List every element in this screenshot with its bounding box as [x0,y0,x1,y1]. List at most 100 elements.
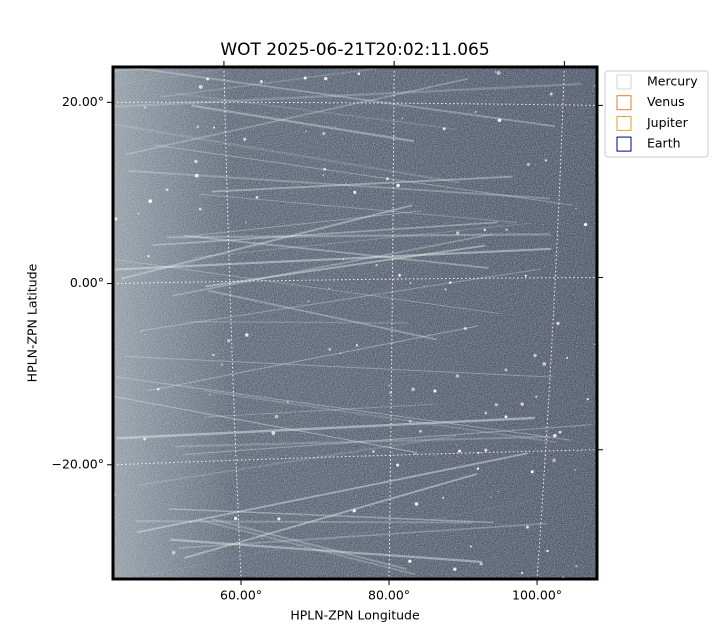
x-axis-label: HPLN-ZPN Longitude [290,608,420,623]
star [148,199,153,203]
star [245,333,249,337]
legend-label: Jupiter [646,115,689,130]
streak [175,435,550,448]
star [140,330,143,332]
star [388,384,391,387]
star [494,403,498,407]
plot-frame [111,65,599,581]
streak [183,424,592,456]
star [474,111,477,113]
star [323,167,327,171]
star [206,77,209,81]
star [419,429,422,433]
sky-image [113,67,597,579]
star [453,567,457,571]
streak [125,78,468,156]
grid-line [536,66,565,580]
star [494,71,497,73]
grid-line [112,101,598,106]
streak [183,234,489,269]
streak [205,244,486,288]
star [243,137,247,141]
streak [135,520,473,524]
star [423,285,425,287]
legend-swatch [616,74,632,90]
streak [152,221,499,247]
streak [147,325,479,392]
star [196,125,200,129]
star [307,300,310,302]
star [194,159,198,164]
star [322,131,326,136]
star [542,362,547,366]
streak [141,268,541,332]
streak [137,434,456,487]
star [212,126,216,129]
star [504,368,508,372]
star [479,562,483,566]
streak [124,355,553,378]
streak [208,289,437,341]
star [526,162,530,166]
star [408,559,412,563]
star [357,72,361,76]
star [476,467,480,471]
star [339,352,342,355]
star [303,76,307,80]
star [194,173,199,178]
star [583,223,588,227]
streak [115,376,571,441]
star [546,549,549,553]
star [244,221,247,224]
streak [113,67,241,85]
x-tick-label: 100.00° [512,588,562,603]
star [137,213,140,215]
star [323,76,328,81]
star [469,545,472,548]
star [458,449,462,453]
streak [127,67,556,128]
star [409,282,412,285]
star [411,387,415,391]
streak [136,452,529,534]
star [574,469,577,471]
star [286,401,289,403]
star [355,344,359,347]
star [372,450,375,453]
y-tick-label: −20.00° [51,456,104,471]
star [396,463,400,467]
star [352,509,356,513]
streak [169,508,494,524]
streak [120,204,413,280]
streak [198,518,416,576]
star [442,496,445,499]
grid-line [112,277,598,285]
x-tick-label: 60.00° [220,588,262,603]
star [455,374,460,378]
star [143,437,147,441]
star [209,393,211,396]
star [212,353,215,357]
star [261,537,263,540]
star [484,411,488,415]
y-tick-label: 0.00° [70,275,104,290]
star [575,565,578,568]
star [171,550,176,555]
star [505,228,508,231]
legend: Mercury Venus Jupiter Earth [604,70,709,158]
star [165,188,169,192]
star [594,343,596,345]
streak [113,395,418,454]
star [455,231,460,235]
star [463,327,467,331]
streak [203,389,558,444]
star [401,117,403,119]
grid-line [223,66,242,580]
star [442,127,446,131]
streak [212,175,513,193]
star [396,183,400,188]
star [535,395,538,398]
streak [203,403,436,418]
x-tick-label: 80.00° [368,588,410,603]
